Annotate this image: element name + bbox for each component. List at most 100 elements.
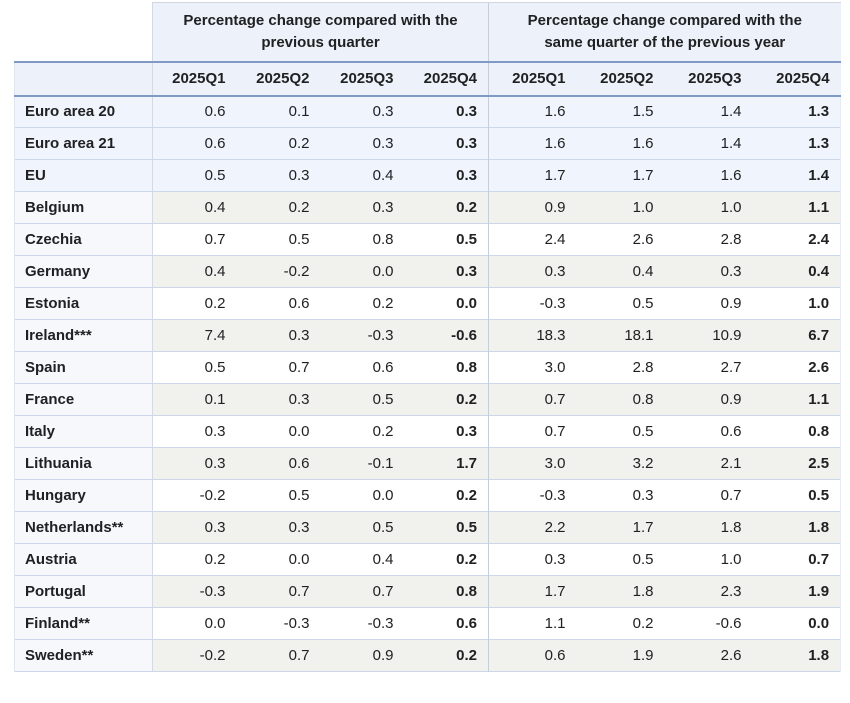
qoq-value: 0.5 xyxy=(236,223,321,256)
table-row: Belgium 0.4 0.2 0.3 0.2 0.9 1.0 1.0 1.1 xyxy=(14,191,842,224)
column-header: 2025Q2 xyxy=(576,61,665,97)
yoy-value: 1.9 xyxy=(752,575,842,608)
qoq-value: 0.8 xyxy=(404,351,489,384)
qoq-value: 0.5 xyxy=(404,511,489,544)
qoq-value: 0.1 xyxy=(236,95,321,128)
yoy-value: -0.3 xyxy=(488,479,577,512)
row-label: Germany xyxy=(14,255,153,288)
row-label: Finland** xyxy=(14,607,153,640)
qoq-value: -0.3 xyxy=(320,607,405,640)
yoy-value: 3.2 xyxy=(576,447,665,480)
row-label: Netherlands** xyxy=(14,511,153,544)
table-header: Percentage change compared with the prev… xyxy=(14,2,841,97)
table-row: Austria 0.2 0.0 0.4 0.2 0.3 0.5 1.0 0.7 xyxy=(14,543,842,576)
qoq-value: 0.7 xyxy=(152,223,237,256)
qoq-value: 0.4 xyxy=(152,255,237,288)
qoq-value: 0.3 xyxy=(404,415,489,448)
qoq-value: -0.6 xyxy=(404,319,489,352)
yoy-value: 0.5 xyxy=(576,415,665,448)
qoq-value: 0.2 xyxy=(404,543,489,576)
yoy-value: 1.4 xyxy=(664,95,753,128)
qoq-value: 0.1 xyxy=(152,383,237,416)
yoy-value: -0.3 xyxy=(488,287,577,320)
qoq-value: 0.4 xyxy=(320,543,405,576)
qoq-value: -0.3 xyxy=(236,607,321,640)
yoy-value: 2.4 xyxy=(752,223,842,256)
yoy-value: 0.5 xyxy=(576,543,665,576)
qoq-value: 0.7 xyxy=(236,639,321,672)
yoy-value: 1.3 xyxy=(752,95,842,128)
qoq-value: 0.2 xyxy=(152,287,237,320)
yoy-value: 0.8 xyxy=(576,383,665,416)
qoq-value: 0.0 xyxy=(236,415,321,448)
yoy-value: 2.2 xyxy=(488,511,577,544)
yoy-value: 1.1 xyxy=(752,383,842,416)
qoq-value: 0.2 xyxy=(404,383,489,416)
column-header: 2025Q3 xyxy=(320,61,405,97)
row-label: Hungary xyxy=(14,479,153,512)
yoy-value: 1.6 xyxy=(576,127,665,160)
yoy-value: 1.0 xyxy=(664,191,753,224)
table-row: Hungary -0.2 0.5 0.0 0.2 -0.3 0.3 0.7 0.5 xyxy=(14,479,842,512)
yoy-value: 2.4 xyxy=(488,223,577,256)
yoy-value: 1.8 xyxy=(752,511,842,544)
qoq-value: 0.2 xyxy=(320,415,405,448)
yoy-value: 0.0 xyxy=(752,607,842,640)
table-row: Euro area 21 0.6 0.2 0.3 0.3 1.6 1.6 1.4 1.3 xyxy=(14,127,842,160)
row-label: EU xyxy=(14,159,153,192)
qoq-value: 0.4 xyxy=(152,191,237,224)
row-label: Euro area 21 xyxy=(14,127,153,160)
table-row: Finland** 0.0 -0.3 -0.3 0.6 1.1 0.2 -0.6 0.0 xyxy=(14,607,842,640)
table-row: Portugal -0.3 0.7 0.7 0.8 1.7 1.8 2.3 1.9 xyxy=(14,575,842,608)
row-label: Ireland*** xyxy=(14,319,153,352)
yoy-value: 2.8 xyxy=(576,351,665,384)
yoy-value: 1.4 xyxy=(664,127,753,160)
yoy-value: 2.6 xyxy=(752,351,842,384)
qoq-value: 0.5 xyxy=(236,479,321,512)
yoy-value: 1.8 xyxy=(576,575,665,608)
yoy-value: 0.8 xyxy=(752,415,842,448)
yoy-value: 1.8 xyxy=(752,639,842,672)
qoq-value: 0.3 xyxy=(236,511,321,544)
yoy-value: 1.7 xyxy=(488,159,577,192)
yoy-value: 0.4 xyxy=(576,255,665,288)
corner-cell xyxy=(14,2,153,63)
qoq-value: 0.9 xyxy=(320,639,405,672)
yoy-value: 0.3 xyxy=(488,255,577,288)
qoq-value: 0.6 xyxy=(152,95,237,128)
qoq-value: 0.7 xyxy=(236,575,321,608)
row-label: Austria xyxy=(14,543,153,576)
qoq-value: 0.5 xyxy=(152,159,237,192)
column-header: 2025Q4 xyxy=(752,61,841,97)
yoy-value: 1.0 xyxy=(752,287,842,320)
column-header: 2025Q4 xyxy=(404,61,489,97)
yoy-value: 0.3 xyxy=(576,479,665,512)
qoq-value: 0.6 xyxy=(236,447,321,480)
qoq-value: 0.3 xyxy=(236,159,321,192)
yoy-value: 3.0 xyxy=(488,447,577,480)
row-label: Belgium xyxy=(14,191,153,224)
qoq-value: 7.4 xyxy=(152,319,237,352)
column-header: 2025Q1 xyxy=(488,61,577,97)
yoy-value: 0.4 xyxy=(752,255,842,288)
yoy-value: 1.9 xyxy=(576,639,665,672)
qoq-value: 0.3 xyxy=(236,319,321,352)
qoq-value: 0.3 xyxy=(320,191,405,224)
qoq-value: 0.7 xyxy=(320,575,405,608)
yoy-value: 0.9 xyxy=(664,383,753,416)
yoy-value: 1.6 xyxy=(664,159,753,192)
quarter-header-row: 2025Q1 2025Q2 2025Q3 2025Q4 2025Q1 2025Q… xyxy=(14,61,841,97)
qoq-value: 0.3 xyxy=(320,95,405,128)
qoq-value: 0.6 xyxy=(320,351,405,384)
row-label: Spain xyxy=(14,351,153,384)
qoq-value: 0.3 xyxy=(404,95,489,128)
qoq-value: 0.2 xyxy=(404,191,489,224)
table-row: Sweden** -0.2 0.7 0.9 0.2 0.6 1.9 2.6 1.8 xyxy=(14,639,842,672)
qoq-value: 0.3 xyxy=(320,127,405,160)
gdp-growth-table: Percentage change compared with the prev… xyxy=(14,2,842,672)
yoy-value: 2.1 xyxy=(664,447,753,480)
yoy-value: 1.7 xyxy=(576,159,665,192)
table-row: Netherlands** 0.3 0.3 0.5 0.5 2.2 1.7 1.8 1.8 xyxy=(14,511,842,544)
yoy-value: -0.6 xyxy=(664,607,753,640)
table-row: Lithuania 0.3 0.6 -0.1 1.7 3.0 3.2 2.1 2.5 xyxy=(14,447,842,480)
